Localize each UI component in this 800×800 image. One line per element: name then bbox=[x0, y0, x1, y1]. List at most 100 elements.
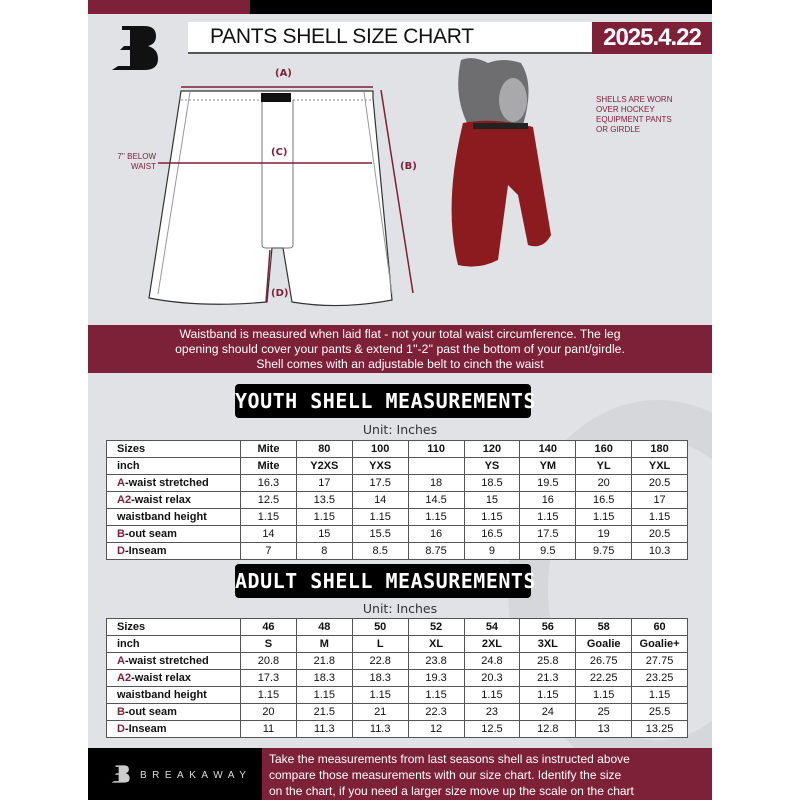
table-cell: YL bbox=[575, 457, 633, 475]
table-cell: 16.5 bbox=[463, 525, 521, 543]
table-cell: M bbox=[295, 635, 353, 653]
table-row: inch Mite Y2XS YXS YS YM YL YXL bbox=[106, 457, 688, 475]
table-cell: 12.8 bbox=[519, 720, 577, 738]
measurement-letter: D bbox=[117, 544, 125, 557]
table-cell: 140 bbox=[519, 440, 577, 458]
table-cell: 9.75 bbox=[575, 542, 633, 560]
table-cell: 18.5 bbox=[463, 474, 521, 492]
table-cell: 17.3 bbox=[240, 669, 297, 687]
table-cell: 15 bbox=[463, 491, 521, 509]
brand-logo-icon bbox=[112, 26, 158, 70]
table-cell: 1.15 bbox=[631, 686, 688, 704]
table-cell: 13.5 bbox=[295, 491, 353, 509]
table-cell: S bbox=[240, 635, 297, 653]
table-row: D-Inseam 11 11.3 11.3 12 12.5 12.8 13 13.25 bbox=[106, 720, 688, 738]
row-label: waistband height bbox=[106, 686, 241, 704]
table-row: waistband height 1.15 1.15 1.15 1.15 1.15 1.15… bbox=[106, 686, 688, 704]
note-line: OVER HOCKEY bbox=[596, 105, 655, 114]
row-label-text: inch bbox=[117, 459, 140, 472]
table-cell: 9 bbox=[463, 542, 521, 560]
row-label: A-waist stretched bbox=[106, 474, 241, 492]
table-cell: YM bbox=[519, 457, 577, 475]
table-cell: 22.8 bbox=[351, 652, 409, 670]
measurement-letter: D bbox=[117, 722, 125, 735]
table-cell: 1.15 bbox=[240, 686, 297, 704]
table-cell: 54 bbox=[463, 618, 521, 636]
table-row: A2-waist relax 17.3 18.3 18.3 19.3 20.3 21.3 22… bbox=[106, 669, 688, 687]
table-cell: 2XL bbox=[463, 635, 521, 653]
row-label: A2-waist relax bbox=[106, 491, 241, 509]
table-cell: Y2XS bbox=[295, 457, 353, 475]
table-cell: 23.8 bbox=[407, 652, 465, 670]
measurement-letter: A2 bbox=[117, 671, 132, 684]
table-cell bbox=[407, 457, 465, 475]
row-label: B-out seam bbox=[106, 703, 241, 721]
table-cell: 20.3 bbox=[463, 669, 521, 687]
row-label-text: -Inseam bbox=[124, 722, 167, 735]
table-row: waistband height 1.15 1.15 1.15 1.15 1.15 1.15… bbox=[106, 508, 688, 526]
row-label-text: waistband height bbox=[117, 688, 207, 701]
row-label-text: -waist stretched bbox=[124, 476, 209, 489]
row-label: B-out seam bbox=[106, 525, 241, 543]
table-cell: 23.25 bbox=[631, 669, 688, 687]
table-cell: L bbox=[351, 635, 409, 653]
table-cell: 24 bbox=[519, 703, 577, 721]
table-cell: 180 bbox=[631, 440, 688, 458]
pants-diagram bbox=[148, 86, 414, 307]
table-cell: 20.5 bbox=[631, 525, 688, 543]
table-cell: 11.3 bbox=[351, 720, 409, 738]
table-cell: 22.3 bbox=[407, 703, 465, 721]
table-cell: 20 bbox=[575, 474, 633, 492]
table-cell: 50 bbox=[351, 618, 409, 636]
table-cell: 18.3 bbox=[351, 669, 409, 687]
youth-section-title: YOUTH SHELL MEASUREMENTS bbox=[235, 384, 535, 418]
measurement-letter: B bbox=[117, 705, 125, 718]
footer-line: on the chart, if you need a larger size … bbox=[269, 784, 634, 798]
table-cell: 52 bbox=[407, 618, 465, 636]
table-cell: 15.5 bbox=[351, 525, 409, 543]
note-line: WAIST bbox=[130, 162, 156, 171]
top-bar-accent bbox=[88, 0, 250, 14]
table-cell: YXS bbox=[351, 457, 409, 475]
table-cell: 21.5 bbox=[295, 703, 353, 721]
row-label-text: waistband height bbox=[117, 510, 207, 523]
note-line: 7'' BELOW bbox=[117, 152, 156, 161]
table-cell: 48 bbox=[295, 618, 353, 636]
table-cell: 25 bbox=[575, 703, 633, 721]
table-cell: Goalie bbox=[575, 635, 633, 653]
row-label: waistband height bbox=[106, 508, 241, 526]
footer-line: compare those measurements with our size… bbox=[269, 768, 622, 782]
table-cell: 17.5 bbox=[351, 474, 409, 492]
table-cell: 1.15 bbox=[463, 508, 521, 526]
row-label-text: -waist relax bbox=[131, 671, 191, 684]
row-label-text: -Inseam bbox=[124, 544, 167, 557]
size-chart-page: PANTS SHELL SIZE CHART 2025.4.22 (A) (C)… bbox=[88, 0, 712, 800]
table-cell: 13 bbox=[575, 720, 633, 738]
table-cell: 24.8 bbox=[463, 652, 521, 670]
table-cell: 7 bbox=[240, 542, 297, 560]
table-cell: 1.15 bbox=[463, 686, 521, 704]
table-cell: 20.5 bbox=[631, 474, 688, 492]
table-cell: 60 bbox=[631, 618, 688, 636]
table-cell: 110 bbox=[407, 440, 465, 458]
table-cell: 46 bbox=[240, 618, 297, 636]
row-label-text: inch bbox=[117, 637, 140, 650]
table-cell: 1.15 bbox=[295, 686, 353, 704]
pants-shell-photo bbox=[451, 58, 551, 267]
adult-unit-label: Unit: Inches bbox=[362, 601, 438, 616]
label-d: (D) bbox=[271, 288, 289, 299]
table-cell: Mite bbox=[240, 440, 297, 458]
table-cell: 120 bbox=[463, 440, 521, 458]
table-cell: Mite bbox=[240, 457, 297, 475]
table-cell: 17 bbox=[631, 491, 688, 509]
brand-name: BREAKAWAY bbox=[140, 770, 252, 781]
table-cell: 27.75 bbox=[631, 652, 688, 670]
footer-line: Take the measurements from last seasons … bbox=[269, 752, 630, 766]
table-cell: 160 bbox=[575, 440, 633, 458]
table-cell: 1.15 bbox=[351, 686, 409, 704]
top-bar bbox=[250, 0, 712, 14]
table-cell: 8.75 bbox=[407, 542, 465, 560]
table-cell: 26.75 bbox=[575, 652, 633, 670]
table-cell: 11.3 bbox=[295, 720, 353, 738]
adult-size-table: Sizes 46 48 50 52 54 56 58 60 inch S M L XL 2XL 3XL Goal… bbox=[106, 618, 688, 738]
